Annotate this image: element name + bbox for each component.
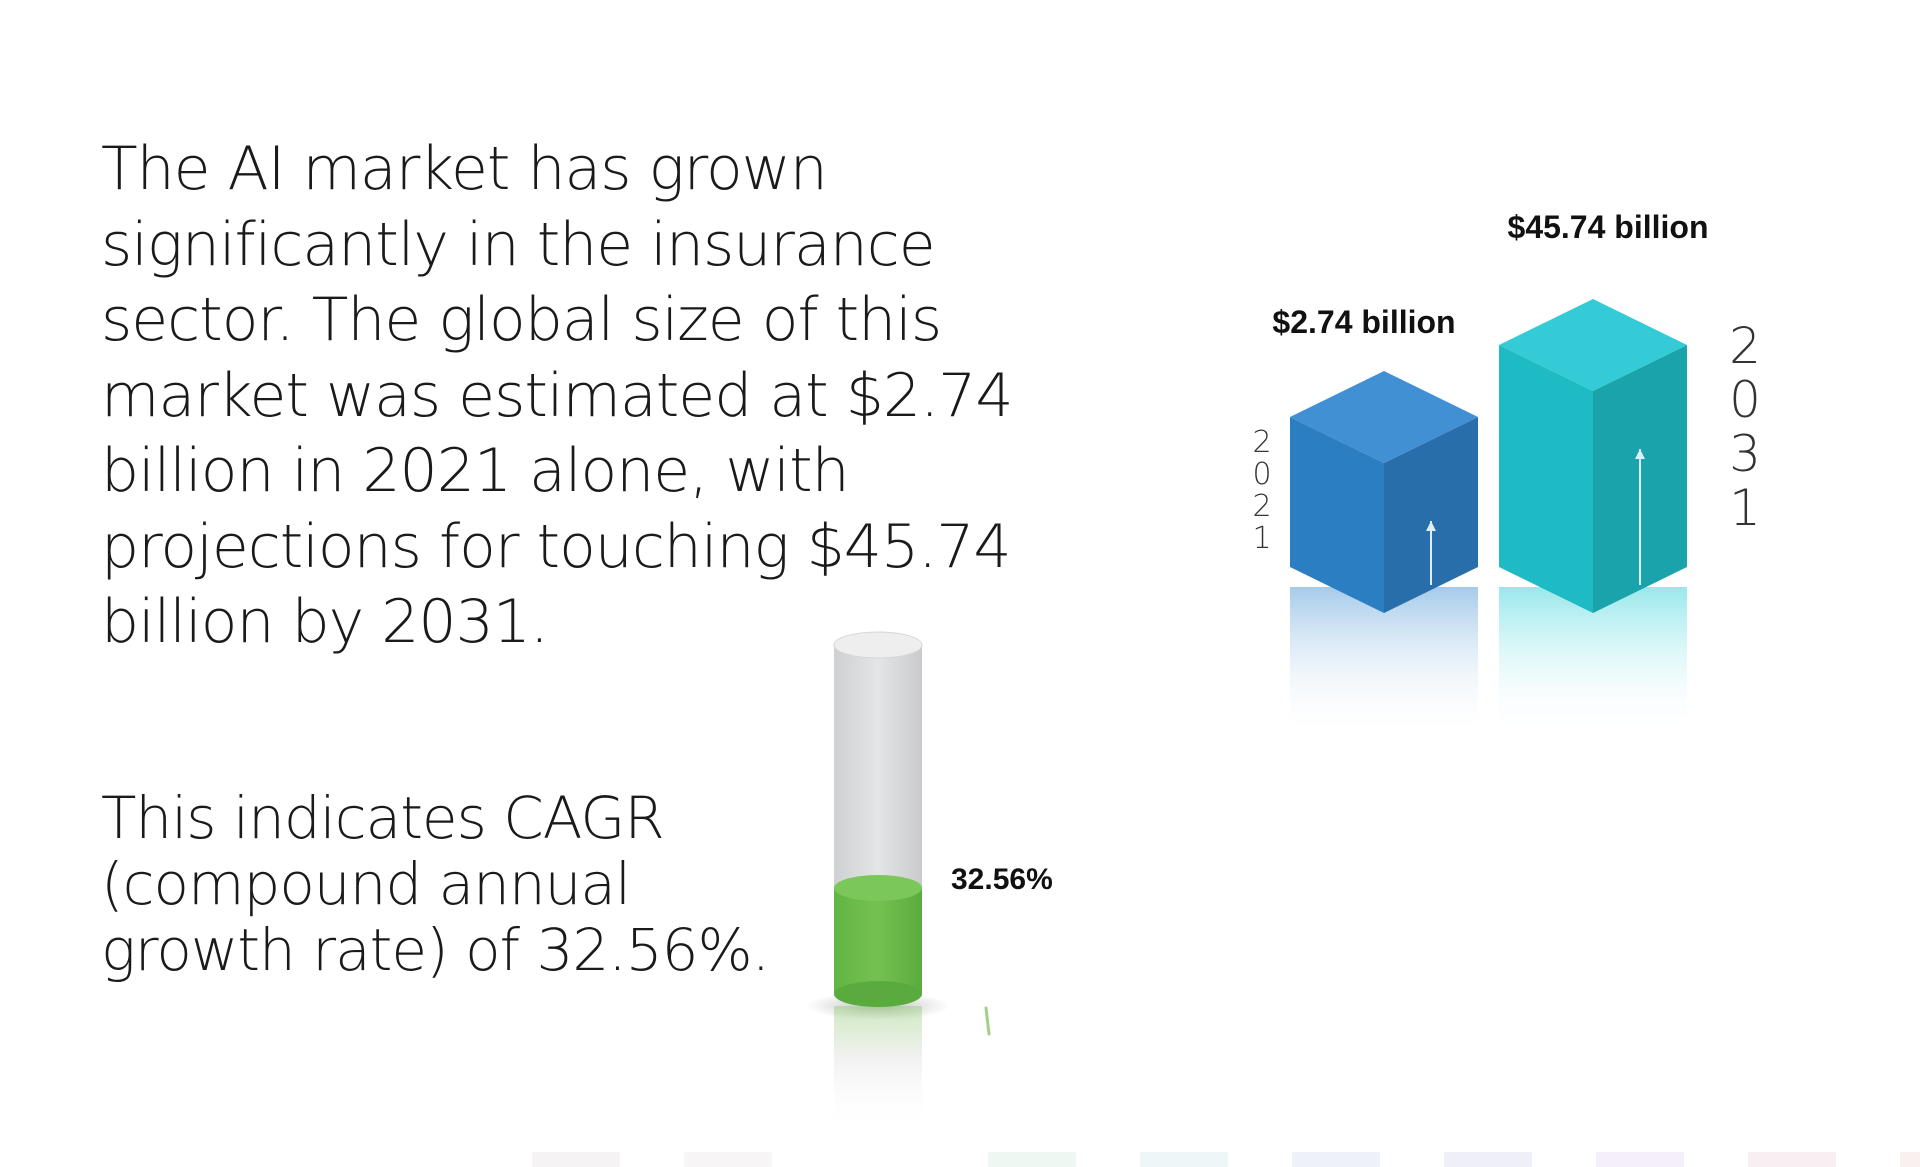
cylinder-fill-top (834, 875, 922, 901)
year-digit: 1 (1252, 521, 1271, 556)
year-digit: 3 (1729, 425, 1761, 483)
footer-strip (532, 1152, 620, 1167)
year-digit: 2 (1252, 425, 1271, 460)
cylinder-top (833, 631, 923, 659)
bar-left-face (1499, 345, 1593, 613)
bar-year-label: 2031 (1729, 317, 1761, 537)
year-digit: 2 (1729, 317, 1761, 375)
footer-strip (1292, 1152, 1380, 1167)
green-tick-mark (984, 1006, 991, 1036)
year-digit: 2 (1252, 489, 1271, 524)
bar-value-label: $45.74 billion (1508, 209, 1709, 245)
bar-value-label: $2.74 billion (1272, 304, 1455, 340)
year-digit: 0 (1729, 371, 1761, 429)
cagr-paragraph: This indicates CAGR (compound annual gro… (101, 784, 770, 984)
footer-strip (1748, 1152, 1836, 1167)
footer-strip (1596, 1152, 1684, 1167)
bar-top-face (1290, 371, 1478, 463)
arrow-head-icon (1426, 521, 1436, 531)
footer-strip (1444, 1152, 1532, 1167)
bar-2031: $45.74 billion 2031 (1499, 209, 1761, 737)
footer-strip (988, 1152, 1076, 1167)
bar-left-face (1290, 417, 1384, 613)
bar-top-face (1499, 299, 1687, 391)
bar-year-label: 2021 (1252, 425, 1271, 556)
cylinder-reflection (834, 1006, 922, 1131)
cagr-value-label: 32.56% (951, 863, 1053, 896)
cylinder-fill (834, 888, 922, 994)
cylinder-base (834, 981, 922, 1007)
bar-right-face (1384, 417, 1478, 613)
year-digit: 1 (1729, 479, 1761, 537)
footer-strip (1140, 1152, 1228, 1167)
footer-strip (684, 1152, 772, 1167)
arrow-head-icon (1635, 449, 1645, 459)
intro-paragraph: The AI market has grown significantly in… (101, 134, 1014, 657)
year-digit: 0 (1252, 457, 1271, 492)
cylinder-empty-part (834, 645, 922, 888)
cagr-cylinder-chart: 32.56% (806, 631, 1053, 1131)
footer-strip (1900, 1152, 1920, 1167)
